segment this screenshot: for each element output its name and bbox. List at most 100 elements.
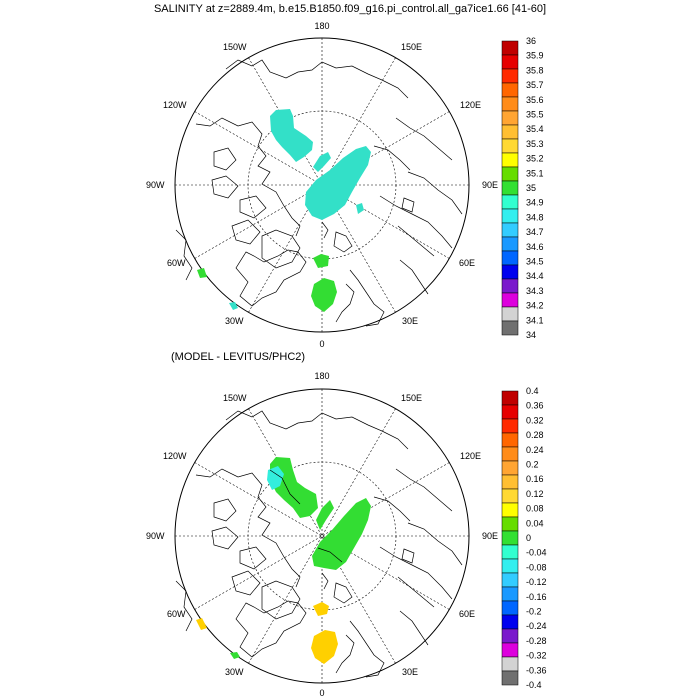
top-colorbar-label: 35.1: [526, 168, 544, 178]
top-colorbar-box: [501, 208, 519, 224]
top-colorbar-label: 34.4: [526, 271, 544, 281]
top-field-makarov: [313, 152, 331, 172]
bottom-colorbar-box: [501, 516, 519, 532]
top-label-30w: 30W: [225, 316, 244, 326]
top-label-150e: 150E: [401, 42, 422, 52]
bottom-colorbar-box: [501, 572, 519, 588]
top-colorbar-box: [501, 180, 519, 196]
top-colorbar-box: [501, 250, 519, 266]
top-field-atlantic-sw: [229, 302, 238, 310]
bottom-colorbar-box: [501, 586, 519, 602]
bottom-colorbar-label: 0.04: [526, 518, 544, 528]
bottom-colorbar-box: [501, 670, 519, 686]
top-field-eurasian-basin: [305, 146, 371, 220]
top-polar-map: 180 0 90W 90E 150W 150E 120W 120E 60W 60…: [146, 21, 544, 349]
top-colorbar-box: [501, 278, 519, 294]
bottom-colorbar-label: 0.16: [526, 474, 544, 484]
top-colorbar-label: 34.1: [526, 315, 544, 325]
top-colorbar-label: 35.5: [526, 110, 544, 120]
bottom-colorbar-label: 0.28: [526, 430, 544, 440]
top-label-60w: 60W: [167, 258, 186, 268]
bottom-label-0: 0: [319, 688, 324, 698]
bottom-colorbar-label: -0.24: [526, 621, 547, 631]
bottom-label-150e: 150E: [401, 393, 422, 403]
top-colorbar-label: 34.9: [526, 198, 544, 208]
bottom-label-180: 180: [314, 371, 329, 381]
top-colorbar-box: [501, 82, 519, 98]
bottom-colorbar-box: [501, 432, 519, 448]
bottom-colorbar-label: 0.4: [526, 386, 539, 396]
top-colorbar-label: 35.3: [526, 139, 544, 149]
bottom-colorbar-box: [501, 502, 519, 518]
bottom-label-120e: 120E: [460, 451, 481, 461]
bottom-colorbar-label: 0.36: [526, 401, 544, 411]
bottom-colorbar-box: [501, 488, 519, 504]
top-field-labrador: [197, 268, 207, 278]
bottom-field-norwegian-yellow: [311, 630, 338, 664]
bottom-polar-map: 180 0 90W 90E 150W 150E 120W 120E 60W 60…: [146, 371, 547, 698]
bottom-colorbar-label: 0: [526, 533, 531, 543]
bottom-label-60e: 60E: [459, 609, 475, 619]
bottom-field-atlantic-green: [230, 652, 240, 659]
top-field-greenland-sea: [313, 254, 329, 268]
top-colorbar-box: [501, 320, 519, 336]
bottom-colorbar-label: 0.32: [526, 415, 544, 425]
bottom-colorbar-box: [501, 656, 519, 672]
bottom-colorbar-label: 0.24: [526, 445, 544, 455]
top-colorbar-label: 35: [526, 183, 536, 193]
top-colorbar-box: [501, 54, 519, 70]
bottom-colorbar-label: -0.32: [526, 651, 547, 661]
top-colorbar-label: 34.6: [526, 242, 544, 252]
bottom-colorbar-label: 0.08: [526, 504, 544, 514]
top-colorbar-box: [501, 306, 519, 322]
top-field-norwegian-sea: [311, 278, 337, 312]
top-colorbar-label: 34.2: [526, 301, 544, 311]
top-colorbar-box: [501, 166, 519, 182]
bottom-label-120w: 120W: [163, 451, 187, 461]
top-colorbar-label: 35.4: [526, 124, 544, 134]
bottom-colorbar-box: [501, 530, 519, 546]
bottom-field-greenland-yellow: [313, 602, 329, 616]
bottom-label-150w: 150W: [223, 393, 247, 403]
top-colorbar-label: 35.7: [526, 80, 544, 90]
bottom-colorbar-box: [501, 614, 519, 630]
top-colorbar-box: [501, 124, 519, 140]
bottom-colorbar-box: [501, 460, 519, 476]
bottom-colorbar-box: [501, 628, 519, 644]
top-label-120e: 120E: [460, 100, 481, 110]
top-colorbar-box: [501, 96, 519, 112]
bottom-field-canada-basin: [270, 457, 318, 518]
top-colorbar-label: 34.7: [526, 227, 544, 237]
top-colorbar-label: 35.8: [526, 65, 544, 75]
top-colorbar-box: [501, 40, 519, 56]
top-salinity-field: [197, 109, 371, 312]
plot-title: SALINITY at z=2889.4m, b.e15.B1850.f09_g…: [153, 3, 547, 15]
top-colorbar-label: 34.5: [526, 257, 544, 267]
top-label-60e: 60E: [459, 258, 475, 268]
bottom-label-90e: 90E: [482, 531, 498, 541]
top-colorbar-box: [501, 236, 519, 252]
top-label-30e: 30E: [402, 316, 418, 326]
bottom-colorbar-box: [501, 446, 519, 462]
top-field-canada-basin: [270, 109, 313, 162]
bottom-colorbar-label: -0.16: [526, 592, 547, 602]
top-colorbar-label: 35.9: [526, 51, 544, 61]
bottom-colorbar-box: [501, 544, 519, 560]
bottom-label-30e: 30E: [402, 667, 418, 677]
bottom-colorbar-box: [501, 558, 519, 574]
bottom-colorbar-box: [501, 390, 519, 406]
top-colorbar: 36 35.9 35.8 35.7 35.6 35.5 35.4 35.3 35.2 35.1 35…: [501, 36, 544, 340]
bottom-colorbar: 0.4 0.36 0.32 0.28 0.24 0.2 0.16 0.12 0.08 0.04 0 -…: [501, 386, 547, 690]
top-label-150w: 150W: [223, 42, 247, 52]
top-label-90e: 90E: [482, 180, 498, 190]
bottom-colorbar-label: -0.36: [526, 665, 547, 675]
top-colorbar-label: 36: [526, 36, 536, 46]
bottom-coastlines: [175, 410, 463, 678]
bottom-colorbar-label: -0.28: [526, 636, 547, 646]
bottom-colorbar-box: [501, 642, 519, 658]
top-colorbar-box: [501, 68, 519, 84]
top-colorbar-box: [501, 292, 519, 308]
top-colorbar-label: 35.6: [526, 95, 544, 105]
bottom-colorbar-label: 0.2: [526, 460, 539, 470]
